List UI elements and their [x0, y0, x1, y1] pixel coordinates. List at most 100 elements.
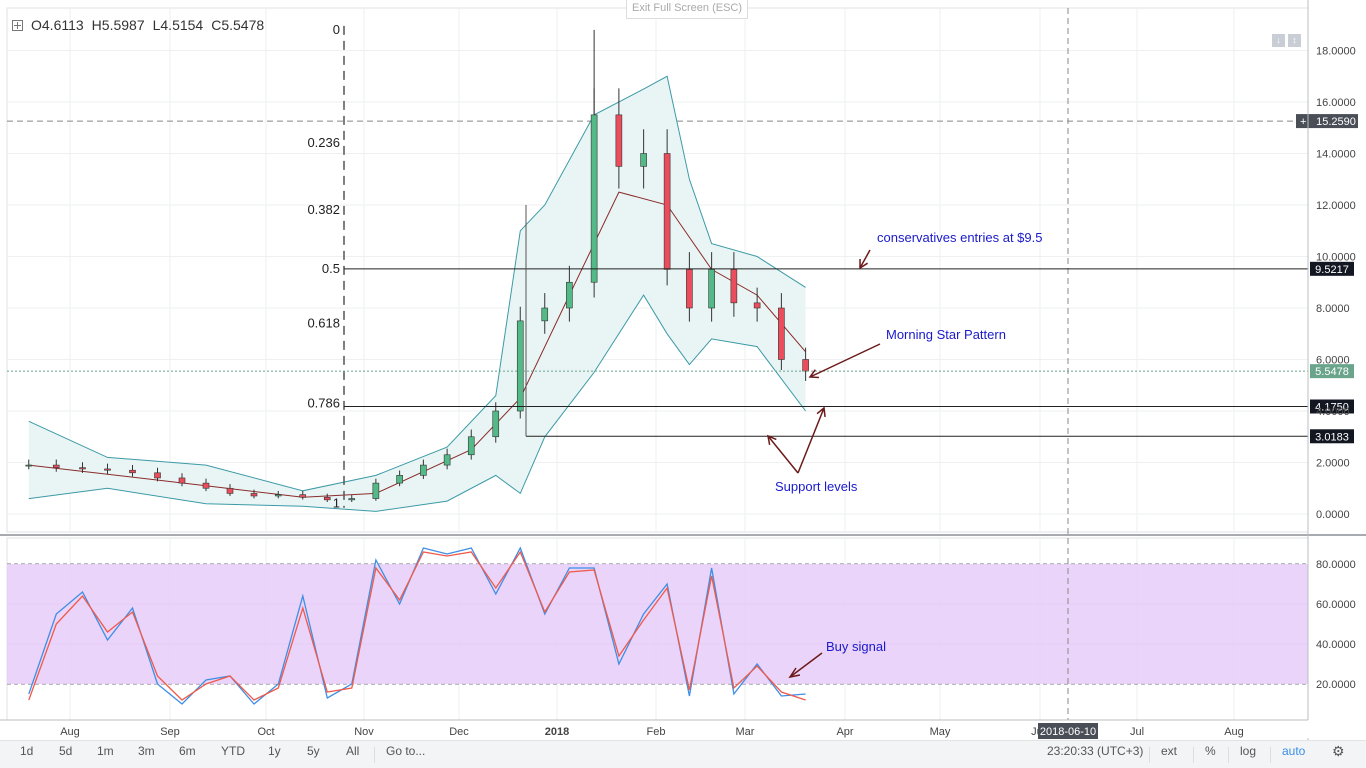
candle — [104, 463, 111, 475]
candle — [443, 448, 451, 470]
candle-body — [25, 464, 33, 467]
scale-option-ext[interactable]: ext — [1161, 744, 1178, 758]
candle — [250, 489, 258, 499]
candle-body — [372, 482, 380, 499]
candles — [25, 88, 809, 502]
candle-body — [79, 467, 86, 470]
candle-body — [274, 494, 282, 497]
scale-option-percent[interactable]: % — [1205, 744, 1216, 758]
candle — [590, 88, 598, 298]
range-button-1m[interactable]: 1m — [97, 744, 114, 758]
clock-display[interactable]: 23:20:33 (UTC+3) — [1047, 744, 1144, 758]
price-axis-label: 14.0000 — [1316, 149, 1356, 161]
candle-body — [250, 493, 258, 497]
stoch-band-fill — [7, 564, 1308, 684]
toolbar-divider — [1193, 747, 1194, 763]
price-axis-label: 4.0000 — [1316, 406, 1350, 418]
candle-body — [226, 487, 234, 494]
candle — [615, 88, 623, 189]
candle — [348, 495, 356, 502]
candle-body — [566, 281, 573, 309]
range-button-1y[interactable]: 1y — [268, 744, 281, 758]
range-button-6m[interactable]: 6m — [179, 744, 196, 758]
time-axis-label: Oct — [257, 726, 274, 738]
annotation-arrowhead — [788, 667, 801, 679]
candle — [396, 470, 403, 487]
range-button-3m[interactable]: 3m — [138, 744, 155, 758]
annotation-support-levels: Support levels — [775, 479, 858, 494]
time-axis-label: Jul — [1130, 726, 1144, 738]
candle — [154, 467, 161, 482]
candle — [372, 478, 380, 501]
fib-level-label: 0.236 — [307, 135, 340, 150]
bottom-toolbar: 1d 5d 1m 3m 6m YTD 1y 5y All Go to... 23:20:33 (UT… — [0, 740, 1366, 768]
exit-fullscreen-button[interactable]: Exit Full Screen (ESC) — [626, 0, 748, 19]
price-axis-label: 6.0000 — [1316, 355, 1350, 367]
candle — [516, 306, 524, 419]
crosshair-price-tag — [1296, 114, 1358, 129]
ohlc-low: L4.5154 — [152, 17, 204, 33]
ohlc-high: H5.5987 — [91, 17, 145, 33]
range-button-ytd[interactable]: YTD — [221, 744, 245, 758]
candle-body — [348, 498, 356, 501]
crosshair-date-label: 2018-06-10 — [1040, 726, 1096, 738]
fib-level-label: 0 — [333, 22, 340, 37]
maximize-icon[interactable]: ↕ — [1288, 34, 1301, 47]
annotation-arrowhead — [808, 369, 820, 379]
candle — [541, 293, 549, 334]
candle-body — [178, 477, 186, 484]
annotation-buy-signal: Buy signal — [826, 639, 886, 654]
fib-level-label: 0.382 — [307, 202, 340, 217]
candle — [467, 429, 475, 460]
candle-body — [686, 269, 693, 309]
candle — [566, 265, 573, 322]
ohlc-close: C5.5478 — [211, 17, 265, 33]
expand-legend-icon[interactable] — [12, 19, 23, 31]
candle-body — [299, 494, 307, 498]
chart-canvas[interactable]: 0 0.236 0.382 0.5 0.618 0.786 1 9.5217 4.1750 3.0… — [0, 0, 1366, 740]
fib-level-label: 1 — [333, 496, 340, 511]
range-button-all[interactable]: All — [346, 744, 360, 758]
price-axis-label: 2.0000 — [1316, 458, 1350, 470]
scale-option-log[interactable]: log — [1240, 744, 1257, 758]
candle-body — [104, 468, 111, 471]
price-axis-label: 10.0000 — [1316, 252, 1356, 264]
pane-controls: ↓ ↕ — [1272, 34, 1301, 47]
annotation-conservative-entries: conservatives entries at $9.5 — [877, 230, 1042, 245]
price-axis-label: 12.0000 — [1316, 200, 1356, 212]
range-button-1d[interactable]: 1d — [20, 744, 34, 758]
stoch-axis-label: 20.0000 — [1316, 679, 1356, 691]
candle — [778, 293, 785, 371]
ohlc-legend: O4.6113 H5.5987 L4.5154 C5.5478 — [12, 17, 264, 33]
toolbar-divider — [374, 747, 375, 763]
candle-body — [492, 410, 500, 438]
candle-body — [753, 302, 761, 309]
candle — [663, 129, 671, 286]
bollinger-fill — [28, 76, 806, 512]
candle — [420, 459, 427, 479]
candle-body — [615, 114, 623, 167]
candle — [753, 287, 761, 322]
range-button-5d[interactable]: 5d — [59, 744, 73, 758]
candle-body — [443, 454, 451, 466]
time-axis-label: 2018 — [545, 726, 569, 738]
gear-icon[interactable]: ⚙ — [1332, 743, 1345, 759]
time-axis-label: Aug — [1224, 726, 1244, 738]
crosshair-price-tag-label: 15.2590 — [1316, 116, 1356, 128]
time-axis-label: May — [930, 726, 951, 738]
range-button-5y[interactable]: 5y — [307, 744, 320, 758]
price-axis-label: 18.0000 — [1316, 46, 1356, 58]
candle — [730, 252, 738, 317]
move-down-icon[interactable]: ↓ — [1272, 34, 1285, 47]
scale-option-auto[interactable]: auto — [1282, 744, 1306, 758]
candle-body — [154, 472, 161, 479]
candle-body — [590, 114, 598, 283]
candle — [226, 484, 234, 496]
candle — [323, 493, 331, 502]
current-price-tag-label: 5.5478 — [1315, 366, 1349, 378]
goto-button[interactable]: Go to... — [386, 744, 426, 758]
candle — [25, 459, 33, 470]
bollinger-upper-line — [28, 75, 806, 492]
candle-body — [708, 269, 715, 309]
